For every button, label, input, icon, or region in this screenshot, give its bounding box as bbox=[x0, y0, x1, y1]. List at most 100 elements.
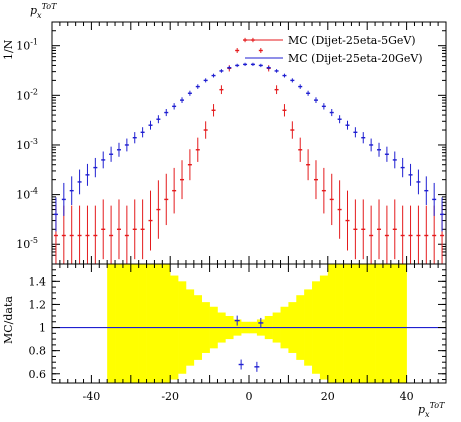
band-bin bbox=[162, 264, 171, 383]
data-point bbox=[369, 138, 374, 152]
data-point bbox=[377, 142, 382, 157]
data-point bbox=[148, 120, 153, 130]
data-point bbox=[156, 180, 161, 239]
data-point bbox=[329, 108, 334, 117]
band-bin bbox=[351, 264, 360, 383]
band-bin bbox=[335, 264, 344, 383]
x-tick-label: -40 bbox=[83, 390, 101, 403]
data-point bbox=[432, 182, 437, 216]
data-point bbox=[77, 169, 82, 195]
data-point bbox=[353, 199, 358, 260]
band-bin bbox=[390, 264, 400, 383]
data-point bbox=[180, 97, 185, 103]
data-point bbox=[195, 137, 200, 162]
data-point bbox=[345, 120, 350, 130]
data-point bbox=[132, 132, 137, 144]
data-point bbox=[329, 173, 334, 226]
data-point bbox=[77, 205, 82, 264]
data-point bbox=[116, 199, 121, 260]
data-point bbox=[116, 142, 121, 157]
data-point bbox=[392, 151, 397, 169]
data-point bbox=[140, 127, 145, 138]
band-bin bbox=[146, 264, 155, 383]
ratio-y-tick-label: 0.8 bbox=[29, 345, 47, 358]
main-y-label: 1/N bbox=[2, 39, 15, 60]
data-point bbox=[384, 205, 389, 264]
data-point bbox=[313, 160, 318, 200]
band-bin bbox=[375, 264, 384, 383]
ratio-series bbox=[234, 315, 264, 372]
data-point bbox=[424, 176, 429, 205]
data-point bbox=[235, 48, 240, 53]
ratio-y-tick-label: 1.2 bbox=[29, 298, 47, 311]
ratio-point bbox=[234, 315, 240, 326]
legend-label-20gev: MC (Dijet-25eta-20GeV) bbox=[288, 52, 423, 65]
series-20gev bbox=[53, 62, 445, 232]
legend: MC (Dijet-25eta-5GeV) MC (Dijet-25eta-20… bbox=[245, 34, 423, 65]
series-5gev bbox=[53, 37, 445, 264]
band-bin bbox=[359, 264, 368, 383]
data-point bbox=[101, 199, 106, 260]
band-bin bbox=[382, 264, 392, 383]
data-point bbox=[282, 104, 287, 117]
chart-title: pxToT bbox=[30, 2, 57, 20]
ratio-y-label: MC/data bbox=[2, 296, 15, 344]
data-point bbox=[195, 84, 200, 89]
data-point bbox=[424, 205, 429, 264]
data-point bbox=[148, 190, 153, 251]
y-tick-label: 10-5 bbox=[16, 236, 38, 251]
data-point bbox=[124, 205, 129, 264]
data-point bbox=[290, 78, 295, 83]
ratio-y-tick-label: 1 bbox=[39, 322, 46, 335]
x-tick-label: 20 bbox=[321, 390, 335, 403]
band-bin bbox=[115, 264, 124, 383]
data-point bbox=[298, 84, 303, 89]
data-point bbox=[377, 199, 382, 260]
data-point bbox=[361, 199, 366, 260]
data-point bbox=[187, 149, 192, 181]
data-point bbox=[250, 62, 255, 67]
ratio-point bbox=[254, 361, 260, 372]
data-point bbox=[61, 182, 66, 216]
data-point bbox=[164, 173, 169, 226]
data-point bbox=[227, 65, 232, 70]
data-point bbox=[337, 115, 342, 124]
data-point bbox=[408, 163, 413, 186]
data-point bbox=[282, 73, 287, 78]
ratio-y-tick-label: 0.6 bbox=[29, 368, 47, 381]
data-point bbox=[361, 132, 366, 144]
data-point bbox=[203, 78, 208, 83]
x-tick-label: 0 bbox=[246, 390, 253, 403]
data-point bbox=[219, 69, 224, 73]
data-point bbox=[187, 90, 192, 96]
data-point bbox=[164, 108, 169, 117]
data-point bbox=[266, 65, 271, 70]
y-tick-label: 10-3 bbox=[16, 137, 38, 152]
data-point bbox=[69, 205, 74, 264]
x-axis-label: pxToT bbox=[418, 401, 445, 419]
data-point bbox=[219, 85, 224, 95]
data-point bbox=[93, 157, 98, 178]
band-bin bbox=[327, 264, 336, 383]
band-bin bbox=[122, 264, 132, 383]
data-point bbox=[306, 90, 311, 96]
data-point bbox=[400, 205, 405, 264]
ratio-y-tick-label: 1.4 bbox=[29, 275, 47, 288]
data-point bbox=[69, 176, 74, 205]
data-point bbox=[416, 205, 421, 264]
data-point bbox=[258, 63, 263, 68]
data-point bbox=[274, 85, 279, 95]
data-point bbox=[321, 167, 326, 214]
data-point bbox=[337, 180, 342, 239]
data-point bbox=[243, 62, 248, 67]
data-point bbox=[93, 205, 98, 264]
data-point bbox=[392, 199, 397, 260]
data-point bbox=[258, 48, 263, 53]
data-point bbox=[172, 167, 177, 214]
y-tick-label: 10-2 bbox=[16, 87, 38, 102]
band-bin bbox=[343, 264, 352, 383]
data-point bbox=[440, 197, 445, 232]
data-point bbox=[211, 104, 216, 117]
data-point bbox=[124, 138, 129, 152]
